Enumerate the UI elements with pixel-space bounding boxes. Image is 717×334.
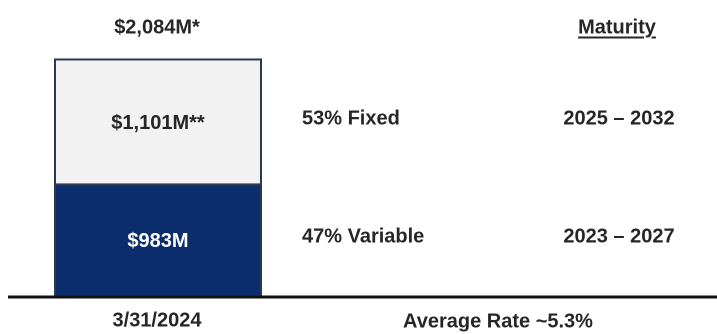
bar-segment-variable — [54, 183, 262, 298]
fixed-value-label: $1,101M** — [111, 112, 205, 134]
fixed-share-label: 53% Fixed — [302, 107, 400, 130]
variable-value-label: $983M — [127, 230, 188, 252]
bar-segment-fixed — [54, 58, 262, 186]
fixed-maturity-range: 2025 – 2032 — [563, 107, 675, 130]
variable-maturity-range: 2023 – 2027 — [563, 225, 675, 248]
maturity-header: Maturity — [578, 16, 656, 39]
category-label-date: 3/31/2024 — [112, 309, 202, 332]
variable-share-label: 47% Variable — [302, 225, 425, 248]
average-rate-label: Average Rate ~5.3% — [403, 310, 593, 333]
total-debt-label: $2,084M* — [114, 16, 200, 39]
